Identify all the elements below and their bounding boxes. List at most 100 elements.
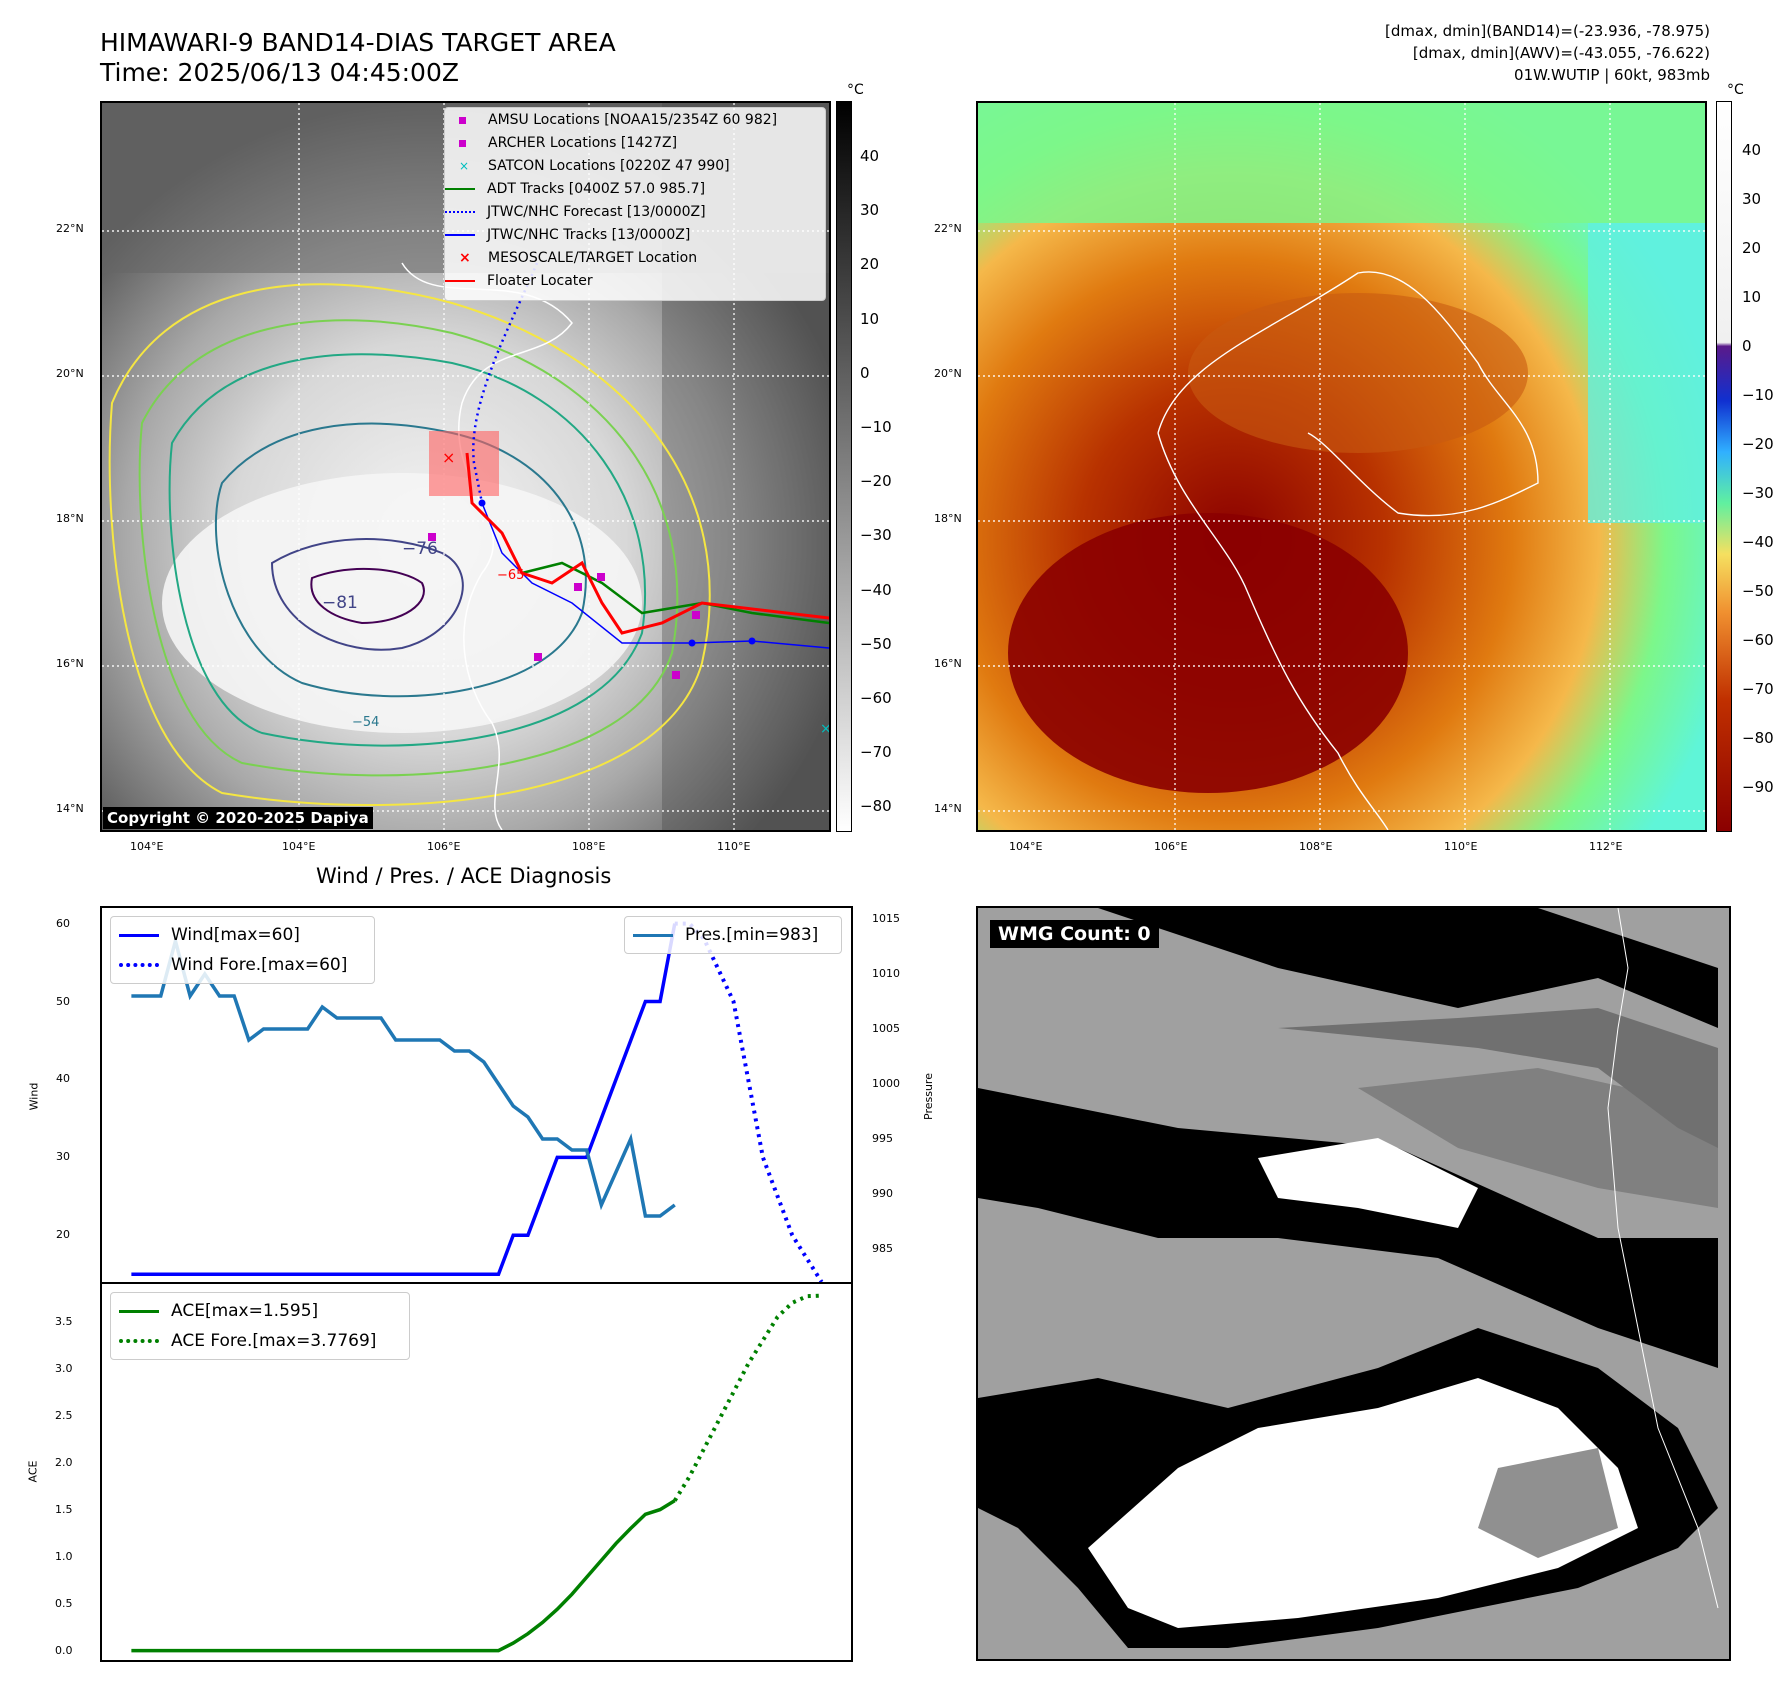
contour-label-81: −81 xyxy=(322,593,358,613)
legend-wind: Wind[max=60] xyxy=(119,925,300,945)
diagnosis-title: Wind / Pres. / ACE Diagnosis xyxy=(316,864,612,888)
wind-pressure-panel: Wind[max=60] Wind Fore.[max=60] Pres.[mi… xyxy=(100,906,853,1284)
lon-label: 110°E xyxy=(1444,840,1478,853)
series-line xyxy=(674,921,824,1282)
green-dotted-line-icon xyxy=(119,1339,159,1343)
color-colorbar xyxy=(1716,101,1732,832)
legend-pres: Pres.[min=983] xyxy=(633,925,818,945)
contour-label-76: −76 xyxy=(402,539,438,559)
steel-blue-line-icon xyxy=(633,933,673,937)
ace-tick: 1.5 xyxy=(55,1502,73,1516)
lat-label: 16°N xyxy=(56,657,84,670)
svg-text:×: × xyxy=(442,448,455,467)
ace-tick: 2.0 xyxy=(55,1455,73,1469)
lat-label: 20°N xyxy=(934,367,962,380)
wind-pressure-plot xyxy=(131,921,824,1282)
colorbar-tick: 10 xyxy=(860,309,880,328)
colorbar-tick: −80 xyxy=(1742,729,1774,747)
ace-panel: ACE[max=1.595] ACE Fore.[max=3.7769] xyxy=(100,1282,853,1662)
colorbar-tick: −10 xyxy=(860,418,892,436)
contour-label-54: −54 xyxy=(352,715,380,730)
colorbar-tick: −30 xyxy=(1742,484,1774,502)
pressure-tick: 1015 xyxy=(872,912,900,925)
lon-label: 104°E xyxy=(130,840,164,853)
legend-item-target: × MESOSCALE/TARGET Location xyxy=(459,250,698,266)
legend-item-archer: ARCHER Locations [1427Z] xyxy=(459,135,677,151)
colorbar-tick: −30 xyxy=(860,526,892,545)
wind-tick: 20 xyxy=(56,1228,70,1242)
blue-dotted-line-icon xyxy=(445,211,475,213)
magenta-square-icon xyxy=(459,117,466,124)
colorbar-unit: °C xyxy=(847,82,864,98)
color-map-image xyxy=(978,103,1705,830)
blue-line-icon xyxy=(119,933,159,937)
pressure-legend: Pres.[min=983] xyxy=(624,916,842,954)
colorbar-tick: −70 xyxy=(860,743,892,762)
colorbar-tick: 0 xyxy=(860,363,870,382)
green-line-icon xyxy=(119,1309,159,1313)
legend-wind-fore: Wind Fore.[max=60] xyxy=(119,955,347,975)
legend-item-forecast: JTWC/NHC Forecast [13/0000Z] xyxy=(445,204,706,220)
colorbar-tick: −60 xyxy=(1742,631,1774,649)
colorbar-tick: −70 xyxy=(1742,680,1774,698)
pressure-tick: 1005 xyxy=(872,1022,900,1035)
wmg-panel: WMG Count: 0 xyxy=(976,906,1731,1661)
legend-item-amsu: AMSU Locations [NOAA15/2354Z 60 982] xyxy=(459,112,777,128)
wind-tick: 30 xyxy=(56,1150,70,1164)
wind-tick: 60 xyxy=(56,916,70,930)
magenta-square-icon xyxy=(459,140,466,147)
lat-label: 14°N xyxy=(56,802,84,815)
ace-tick: 3.0 xyxy=(55,1361,73,1375)
colorbar-tick: 40 xyxy=(860,147,880,165)
red-line-icon xyxy=(445,280,475,282)
lon-label: 104°E xyxy=(1009,840,1043,853)
lon-label: 108°E xyxy=(1299,840,1333,853)
legend-ace: ACE[max=1.595] xyxy=(119,1301,318,1321)
colorbar-tick: −50 xyxy=(860,634,892,653)
wind-tick: 50 xyxy=(56,994,70,1008)
series-line xyxy=(131,923,677,1276)
colorbar-tick: −20 xyxy=(860,472,892,491)
pressure-tick: 990 xyxy=(872,1187,893,1200)
colorbar-tick: −50 xyxy=(1742,582,1774,600)
lat-label: 22°N xyxy=(56,222,84,235)
svg-text:×: × xyxy=(820,721,829,737)
lat-label: 16°N xyxy=(934,657,962,670)
legend-item-jtwc: JTWC/NHC Tracks [13/0000Z] xyxy=(445,227,690,243)
lon-label: 104°E xyxy=(282,840,316,853)
colorbar-tick: 40 xyxy=(1742,141,1762,159)
colorbar-tick: −40 xyxy=(860,580,892,599)
wmg-image xyxy=(978,908,1729,1659)
lon-label: 108°E xyxy=(572,840,606,853)
legend-item-satcon: × SATCON Locations [0220Z 47 990] xyxy=(459,158,730,174)
blue-dotted-line-icon xyxy=(119,963,159,967)
legend-item-floater: Floater Locater xyxy=(445,273,593,289)
time-label: Time: 2025/06/13 04:45:00Z xyxy=(100,58,459,87)
lon-label: 110°E xyxy=(717,840,751,853)
lon-label: 106°E xyxy=(427,840,461,853)
cyan-x-icon: × xyxy=(459,159,470,173)
ace-series-line xyxy=(673,1293,822,1502)
lat-label: 14°N xyxy=(934,802,962,815)
main-title: HIMAWARI-9 BAND14-DIAS TARGET AREA xyxy=(100,28,616,57)
ir-colorbar xyxy=(836,101,852,832)
map-legend: AMSU Locations [NOAA15/2354Z 60 982] ARC… xyxy=(444,107,826,301)
copyright-badge: Copyright © 2020-2025 Dapiya xyxy=(103,807,373,829)
colorbar-tick: 30 xyxy=(860,201,880,220)
storm-info: 01W.WUTIP | 60kt, 983mb xyxy=(1514,66,1710,84)
colorbar-tick: −90 xyxy=(1742,778,1774,796)
pressure-tick: 1000 xyxy=(872,1077,900,1090)
ace-axis-label: ACE xyxy=(26,1460,40,1483)
ace-tick: 0.5 xyxy=(55,1596,73,1610)
dmax-awv: [dmax, dmin](AWV)=(-43.055, -76.622) xyxy=(1412,44,1710,62)
ace-plot xyxy=(131,1293,822,1653)
series-line xyxy=(131,934,676,1218)
wmg-count-badge: WMG Count: 0 xyxy=(990,920,1159,948)
colorbar-tick: −20 xyxy=(1742,435,1774,453)
colorbar-tick: −80 xyxy=(860,797,892,816)
ace-legend: ACE[max=1.595] ACE Fore.[max=3.7769] xyxy=(110,1292,410,1360)
ace-tick: 0.0 xyxy=(55,1643,73,1657)
contour-label-65: −65 xyxy=(497,568,525,583)
ace-tick: 2.5 xyxy=(55,1408,73,1422)
colorbar-tick: 0 xyxy=(1742,337,1752,355)
